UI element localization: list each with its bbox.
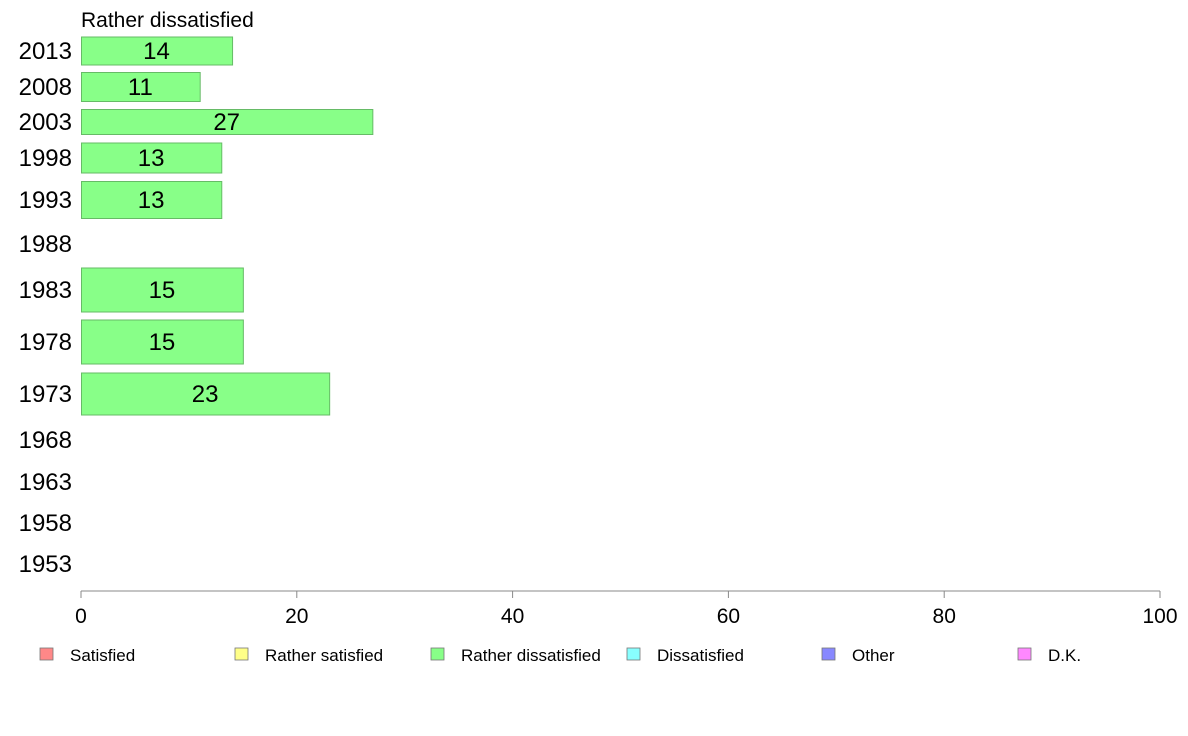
legend-swatch [821,647,836,661]
bar [81,72,201,102]
bar-value-label: 27 [213,109,240,136]
bar [81,142,223,174]
bar [81,181,223,219]
year-label: 1983 [19,277,72,304]
year-label: 1978 [19,329,72,356]
bar [81,319,244,365]
bar-value-label: 15 [149,277,176,304]
year-label: 2003 [19,109,72,136]
bar-value-label: 15 [149,329,176,356]
year-label: 1968 [19,427,72,454]
bar [81,372,331,416]
legend-label: D.K. [1048,646,1081,665]
legend-swatch [234,647,249,661]
bar [81,36,234,66]
bar [81,109,374,135]
legend-label: Satisfied [70,646,135,665]
year-label: 1998 [19,145,72,172]
legend-label: Rather satisfied [265,646,383,665]
year-label: 1958 [19,510,72,537]
year-label: 1963 [19,469,72,496]
year-label: 1953 [19,551,72,578]
bar [81,267,244,313]
x-axis: 0 20 40 60 80 100 [75,590,1178,628]
x-tick-label: 0 [75,605,87,628]
bar-value-label: 14 [143,38,170,65]
chart-rows: 2013 14 2008 11 2003 27 1998 13 1993 13 1988 1983 15… [19,36,374,578]
bar-value-label: 11 [128,74,153,101]
chart-title: Rather dissatisfied [81,9,254,32]
legend-swatch [39,647,54,661]
legend-label: Rather dissatisfied [461,646,601,665]
bar-value-label: 13 [138,145,165,172]
year-label: 1973 [19,381,72,408]
legend: Satisfied Rather satisfied Rather dissatis… [39,646,1081,665]
x-tick-label: 60 [717,605,740,628]
x-tick-label: 100 [1142,605,1177,628]
legend-label: Dissatisfied [657,646,744,665]
legend-swatch [626,647,641,661]
bar-value-label: 23 [192,381,219,408]
x-tick-label: 40 [501,605,524,628]
year-label: 1988 [19,231,72,258]
legend-swatch [430,647,445,661]
bar-value-label: 13 [138,187,165,214]
year-label: 1993 [19,187,72,214]
x-tick-label: 20 [285,605,308,628]
x-tick-label: 80 [933,605,956,628]
legend-label: Other [852,646,895,665]
year-label: 2013 [19,38,72,65]
legend-swatch [1017,647,1032,661]
year-label: 2008 [19,74,72,101]
